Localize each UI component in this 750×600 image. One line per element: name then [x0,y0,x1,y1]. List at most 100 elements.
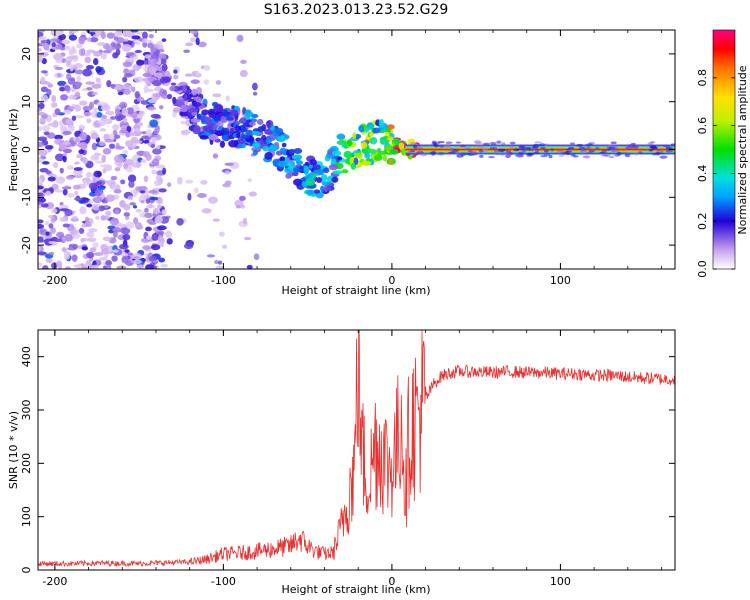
ridge-blob [380,137,388,145]
noise-speck [38,177,43,184]
noise-speck [79,131,88,140]
noise-speck [42,161,50,165]
carrier-speck [638,151,643,155]
noise-speck [51,262,58,269]
noise-speck [239,204,246,209]
noise-speck [47,122,58,127]
ridge-blob [172,107,181,113]
ridge-blob [251,143,260,148]
noise-speck [91,142,98,151]
noise-speck [124,159,134,166]
noise-speck [156,225,167,231]
ridge-blob [157,66,163,72]
noise-speck [131,162,142,168]
noise-speck [152,93,161,98]
noise-speck [193,187,199,194]
noise-speck [61,57,67,64]
noise-speck [85,223,92,228]
noise-speck [74,115,85,119]
noise-speck [62,130,72,136]
noise-speck [137,186,147,191]
noise-speck [48,251,55,256]
noise-speck [64,233,73,242]
carrier-speck [608,156,615,159]
noise-speck [154,215,164,224]
ridge-blob [238,124,248,133]
noise-speck [128,180,135,188]
noise-speck [197,41,207,48]
noise-speck [187,192,192,201]
noise-speck [122,61,133,68]
noise-speck [100,164,110,168]
noise-speck [107,179,116,187]
carrier-speck [429,151,436,155]
noise-speck [196,193,207,198]
ridge-blob [202,125,212,132]
ridge-blob [372,127,381,134]
noise-speck [98,205,105,212]
carrier-speck [439,144,445,148]
ridge-blob [320,185,325,193]
noise-speck [75,43,83,49]
noise-speck [43,131,50,136]
carrier-speck [647,142,654,145]
ridge-blob [361,160,372,166]
noise-speck [160,239,165,248]
noise-speck [44,220,50,226]
carrier-speck [499,148,507,152]
carrier-speck [655,152,661,156]
noise-speck [166,182,172,188]
ridge-blob [173,74,179,80]
noise-speck [158,257,166,263]
carrier-speck [463,147,471,150]
noise-speck [129,202,136,206]
noise-speck [48,223,54,229]
y-tick-label: 200 [20,453,33,474]
noise-speck [67,78,76,85]
noise-speck [124,249,130,253]
carrier-speck [479,154,484,158]
noise-speck [129,132,136,137]
noise-speck [38,156,43,163]
noise-speck [93,252,104,257]
carrier-speck [549,148,555,152]
noise-speck [38,141,45,148]
noise-speck [79,144,88,149]
ridge-blob [389,148,399,155]
carrier-speck [614,154,621,157]
noise-speck [86,37,92,42]
noise-speck [149,196,160,201]
ridge-blob [332,170,343,175]
noise-speck [38,192,44,197]
noise-speck [82,68,93,77]
noise-speck [212,153,219,159]
ridge-blob [279,156,286,162]
noise-speck [151,158,160,167]
noise-speck [110,42,116,48]
noise-speck [63,109,72,115]
noise-speck [93,50,102,57]
carrier-speck [456,154,464,158]
noise-speck [53,52,63,61]
carrier-speck [622,151,627,154]
carrier-speck [543,149,549,153]
noise-speck [68,34,78,41]
noise-speck [156,204,162,209]
noise-speck [153,128,160,135]
noise-speck [62,223,70,228]
ridge-blob [179,111,190,117]
ridge-blob [370,148,376,153]
ridge-blob [193,124,201,133]
noise-speck [55,43,63,50]
ridge-blob [316,176,323,183]
noise-speck [82,88,88,92]
noise-speck [67,106,76,110]
noise-speck [103,118,113,125]
colorbar-tick-label: 0.6 [696,117,709,135]
noise-speck [123,212,131,217]
noise-speck [42,265,49,269]
ridge-blob [180,104,188,113]
ridge-blob [191,88,198,96]
ridge-blob [276,135,286,143]
noise-speck [122,233,131,241]
